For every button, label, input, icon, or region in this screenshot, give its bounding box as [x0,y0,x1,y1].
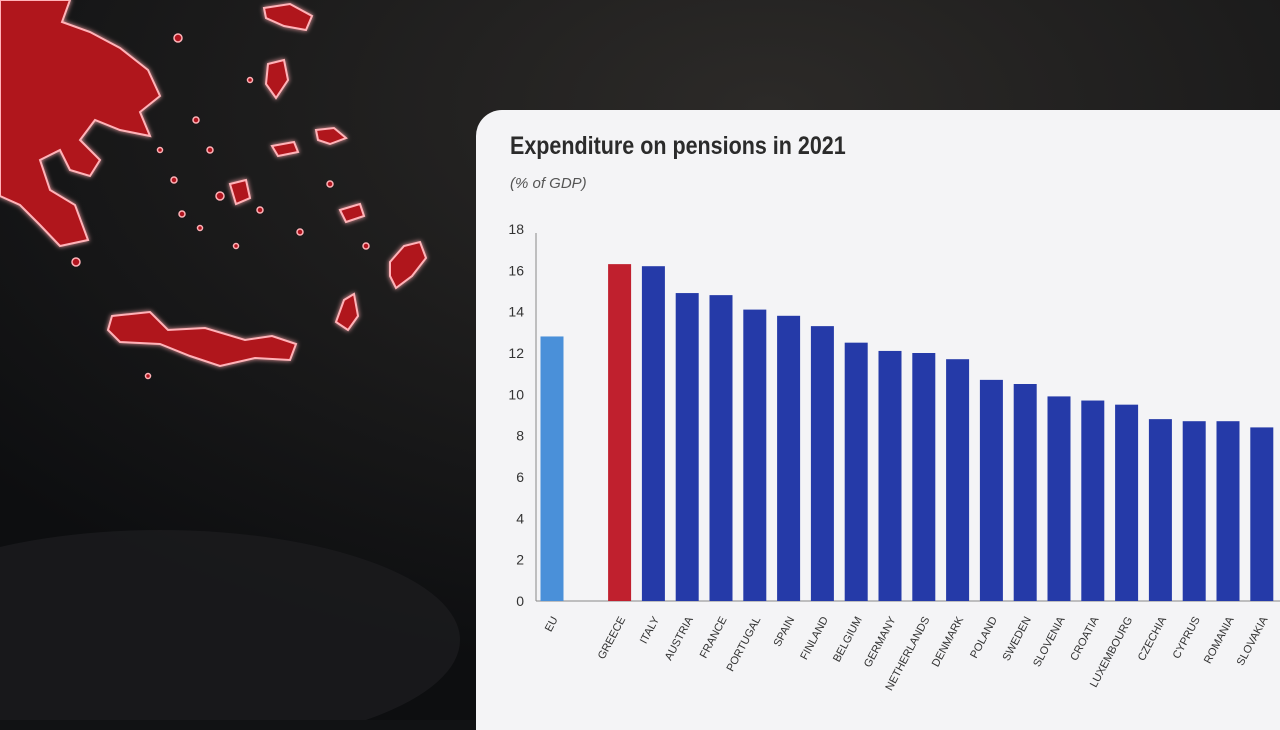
x-tick-label-czechia: CZECHIA [1136,614,1170,663]
y-tick-label-10: 10 [508,386,524,402]
chart-title: Expenditure on pensions in 2021 [510,132,846,160]
bar-italy [641,266,665,601]
y-tick-label-14: 14 [508,304,524,320]
bar-austria [675,293,699,601]
x-tick-label-sweden: SWEDEN [1001,615,1034,663]
bar-czechia [1148,419,1172,601]
chart-subtitle: (% of GDP) [510,175,587,192]
x-tick-label-spain: SPAIN [772,615,798,649]
y-axis-ticks: 0 2 4 6 8 10 12 14 16 18 [508,221,524,609]
bar-netherlands [912,353,936,601]
x-tick-label-eu: EU [543,615,561,634]
y-tick-label-16: 16 [508,262,524,278]
y-tick-label-8: 8 [516,428,524,444]
x-tick-label-france: FRANCE [698,615,730,661]
bar-germany [878,350,902,601]
bar-poland [979,379,1003,601]
x-tick-label-austria: AUSTRIA [663,614,696,662]
bar-france [709,295,733,601]
bar-denmark [946,359,970,601]
bar-cyprus [1182,421,1206,601]
map-landmass [0,0,428,368]
bar-romania [1216,421,1240,601]
bar-belgium [844,342,868,601]
bar-greece [608,264,632,601]
x-tick-label-croatia: CROATIA [1068,614,1101,663]
x-tick-label-denmark: DENMARK [930,614,967,669]
x-tick-label-poland: POLAND [968,615,1000,661]
bar-finland [810,326,834,601]
bar-spain [777,315,801,601]
y-tick-label-18: 18 [508,221,524,237]
x-tick-label-finland: FINLAND [798,615,831,662]
bar-slovakia [1250,427,1274,601]
y-tick-label-4: 4 [516,510,524,526]
y-tick-label-12: 12 [508,345,524,361]
bar-slovenia [1047,396,1071,601]
map-islands [71,33,370,380]
y-tick-label-6: 6 [516,469,524,485]
bar-chart: 0 2 4 6 8 10 12 14 16 18 EU GREECE ITALY AUSTRIA FRAN… [508,221,1280,693]
x-tick-label-germany: GERMANY [862,614,899,669]
bar-sweden [1013,384,1037,601]
x-tick-label-slovakia: SLOVAKIA [1235,614,1271,668]
x-tick-label-slovenia: SLOVENIA [1031,614,1068,669]
bar-portugal [743,309,767,601]
y-tick-label-2: 2 [516,552,524,568]
x-tick-label-belgium: BELGIUM [831,615,865,664]
bars [540,264,1274,601]
chart-card: 0 2 4 6 8 10 12 14 16 18 EU GREECE ITALY AUSTRIA FRAN… [476,110,1280,730]
y-tick-label-0: 0 [516,593,524,609]
x-tick-label-romania: ROMANIA [1202,614,1237,666]
x-tick-label-greece: GREECE [596,615,628,662]
x-tick-label-cyprus: CYPRUS [1171,615,1203,661]
x-tick-label-italy: ITALY [638,614,662,646]
bar-luxembourg [1115,404,1139,601]
bar-eu [540,336,564,601]
bar-croatia [1081,400,1105,601]
x-tick-label-portugal: PORTUGAL [725,615,764,674]
